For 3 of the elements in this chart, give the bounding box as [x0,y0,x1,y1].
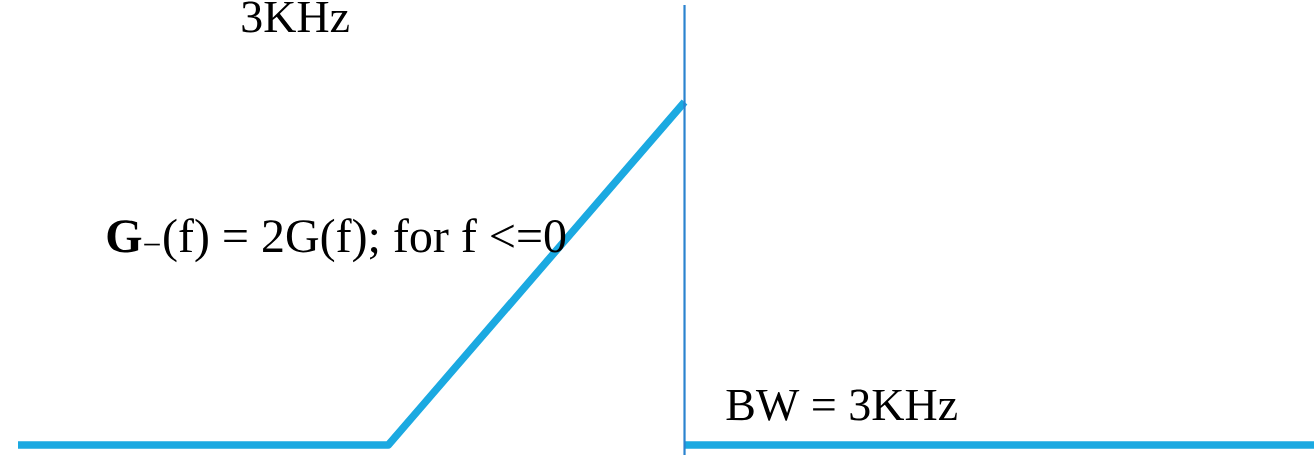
annotation: G$_{−}$(f) = 2G(f); for f <=0 [107,218,566,263]
text: 3KHz [242,1,349,33]
annotation: BW = 3KHz [726,389,957,421]
